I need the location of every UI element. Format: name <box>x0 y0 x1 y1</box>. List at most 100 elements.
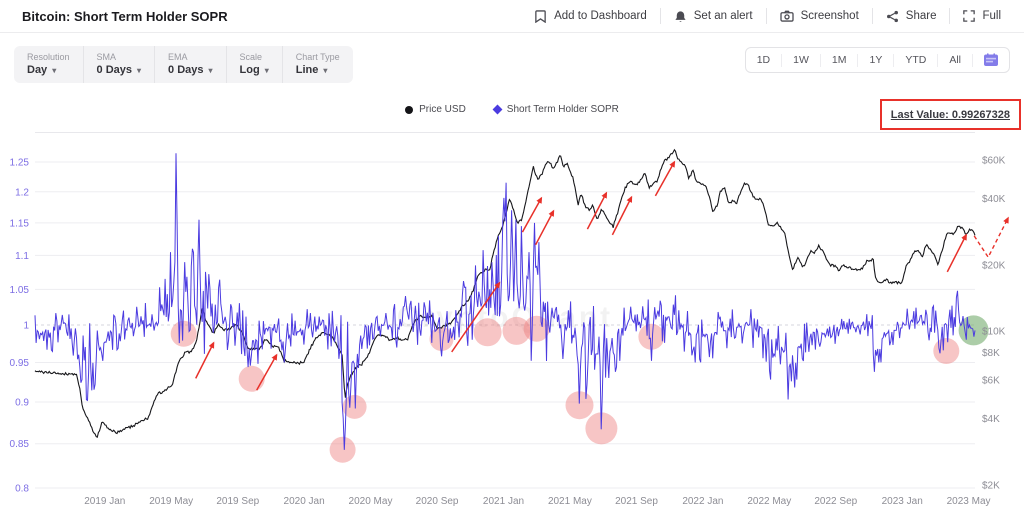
range-1m[interactable]: 1M <box>831 54 847 66</box>
divider <box>871 8 873 24</box>
trend-arrow <box>521 196 543 233</box>
right-axis-tick: $20K <box>982 261 1006 272</box>
x-axis-tick: 2023 Jan <box>882 496 923 507</box>
header-bar: Bitcoin: Short Term Holder SOPR Add to D… <box>0 0 1024 33</box>
calendar-icon[interactable] <box>973 53 1009 67</box>
range-1y[interactable]: 1Y <box>869 54 883 66</box>
chart-legend: Price USD Short Term Holder SOPR <box>0 104 1024 115</box>
divider <box>659 8 661 24</box>
range-1d[interactable]: 1D <box>756 54 771 66</box>
last-value-box[interactable]: Last Value: 0.99267328 <box>879 99 1021 130</box>
sth-sopr-line <box>34 153 976 450</box>
highlight-circle-red <box>502 316 531 345</box>
trend-arrow <box>946 233 967 273</box>
highlight-circle-red <box>638 323 665 350</box>
divider <box>765 8 767 24</box>
chart-type-dropdown[interactable]: Chart Type Line ▾ <box>295 52 340 76</box>
x-axis-tick: 2020 May <box>349 496 393 507</box>
right-axis-tick: $60K <box>982 156 1006 167</box>
right-axis-tick: $4K <box>982 414 1000 425</box>
chart-canvas[interactable]: CryptoQuant1.251.21.151.11.0510.950.90.8… <box>0 130 1024 515</box>
left-axis-tick: 1.15 <box>10 218 30 229</box>
divider <box>972 53 973 67</box>
sma-dropdown[interactable]: SMA 0 Days ▾ <box>84 46 156 83</box>
chevron-down-icon: ▾ <box>52 65 57 75</box>
chevron-down-icon: ▾ <box>323 65 328 75</box>
x-axis-tick: 2019 Sep <box>216 496 259 507</box>
bell-icon <box>674 10 687 23</box>
left-axis-tick: 1.2 <box>15 187 29 198</box>
divider <box>781 53 783 67</box>
left-axis-tick: 1 <box>23 321 29 332</box>
resolution-dropdown[interactable]: Resolution Day ▾ <box>14 46 84 83</box>
left-axis-tick: 0.9 <box>15 398 29 409</box>
legend-price-usd[interactable]: Price USD <box>405 104 466 115</box>
right-axis-tick: $6K <box>982 376 1000 387</box>
x-axis-tick: 2022 Jan <box>682 496 723 507</box>
divider <box>937 53 939 67</box>
chevron-down-icon: ▾ <box>137 65 142 75</box>
x-axis-tick: 2022 May <box>747 496 791 507</box>
highlight-circle-red <box>238 365 265 392</box>
chart-settings-toolbar: Resolution Day ▾ SMA 0 Days ▾ EMA 0 Days ▾ … <box>14 46 353 83</box>
highlight-circle-red <box>329 436 356 463</box>
trend-arrow <box>654 160 676 197</box>
set-alert-button[interactable]: Set an alert <box>661 6 766 26</box>
share-button[interactable]: Share <box>873 6 950 26</box>
projection-dashed-arrow <box>973 216 1009 259</box>
add-to-dashboard-button[interactable]: Add to Dashboard <box>521 6 660 26</box>
right-axis-tick: $40K <box>982 194 1006 205</box>
divider <box>893 53 895 67</box>
right-axis-tick: $2K <box>982 481 1000 492</box>
trend-arrow <box>611 195 633 236</box>
x-axis-tick: 2021 Sep <box>615 496 658 507</box>
highlight-circle-red <box>473 318 502 347</box>
bookmark-icon <box>534 9 547 23</box>
highlight-circle-red <box>523 315 550 342</box>
highlight-circle-red <box>342 394 367 419</box>
expand-icon <box>963 10 976 22</box>
price-series-marker <box>405 105 414 114</box>
highlight-circle-red <box>933 338 960 364</box>
ema-dropdown[interactable]: EMA 0 Days ▾ <box>155 46 227 83</box>
sopr-series-marker <box>492 104 503 115</box>
range-1w[interactable]: 1W <box>793 54 809 66</box>
divider <box>819 53 821 67</box>
trend-arrow <box>256 353 278 391</box>
left-axis-tick: 0.85 <box>10 439 30 450</box>
header-actions: Add to Dashboard Set an alert Screenshot… <box>521 0 1014 32</box>
left-axis-tick: 0.95 <box>10 358 30 369</box>
x-axis-tick: 2022 Sep <box>814 496 857 507</box>
x-axis-tick: 2020 Sep <box>416 496 459 507</box>
highlight-circle-red <box>170 320 197 347</box>
last-value-text: Last Value: 0.99267328 <box>890 109 1010 121</box>
chevron-down-icon: ▾ <box>208 65 213 75</box>
x-axis-tick: 2020 Jan <box>284 496 325 507</box>
x-axis-tick: 2023 May <box>947 496 991 507</box>
share-icon <box>886 10 899 23</box>
x-axis-tick: 2019 May <box>149 496 193 507</box>
scale-dropdown[interactable]: Scale Log ▾ <box>227 46 283 83</box>
range-ytd[interactable]: YTD <box>905 54 927 66</box>
trend-arrow <box>451 281 501 353</box>
trend-arrow <box>195 341 215 379</box>
range-all[interactable]: All <box>949 54 961 66</box>
screenshot-button[interactable]: Screenshot <box>767 6 872 26</box>
page-title: Bitcoin: Short Term Holder SOPR <box>22 8 228 24</box>
divider <box>857 53 859 67</box>
divider <box>949 8 951 24</box>
x-axis-tick: 2019 Jan <box>84 496 125 507</box>
time-range-selector: 1D 1W 1M 1Y YTD All <box>744 47 1010 73</box>
fullscreen-button[interactable]: Full <box>950 6 1014 26</box>
legend-sth-sopr[interactable]: Short Term Holder SOPR <box>492 104 619 115</box>
right-axis-tick: $10K <box>982 327 1006 338</box>
left-axis-tick: 1.05 <box>10 285 30 296</box>
left-axis-tick: 1.25 <box>10 158 30 169</box>
left-axis-tick: 1.1 <box>15 251 29 262</box>
highlight-circle-red <box>565 391 594 420</box>
left-axis-tick: 0.8 <box>15 484 29 495</box>
right-axis-tick: $8K <box>982 348 1000 359</box>
x-axis-tick: 2021 May <box>548 496 592 507</box>
trend-arrow <box>586 191 608 230</box>
